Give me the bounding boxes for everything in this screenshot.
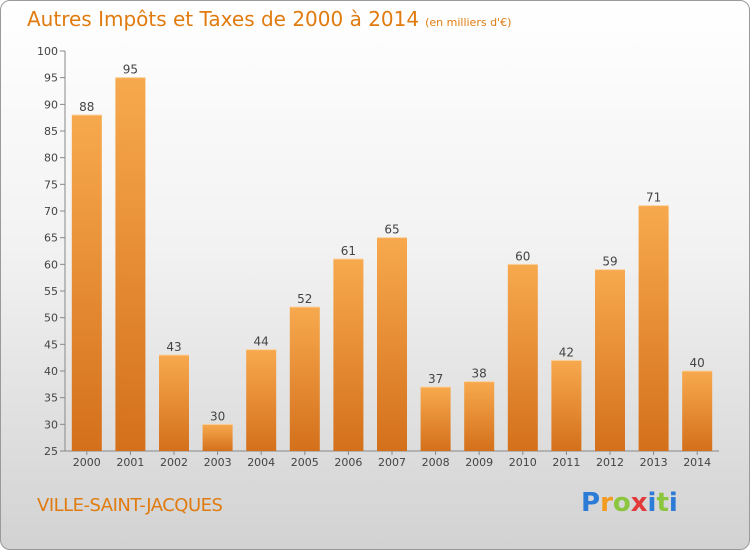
bar-2007 — [377, 237, 407, 451]
bar-2012 — [595, 269, 625, 451]
y-tick-label: 65 — [44, 232, 58, 245]
bars — [71, 77, 713, 452]
data-label: 42 — [559, 345, 574, 359]
data-label: 71 — [646, 191, 661, 205]
y-tick-label: 80 — [44, 152, 58, 165]
y-tick-label: 60 — [44, 258, 58, 271]
bar-2001 — [115, 77, 146, 452]
data-label: 65 — [384, 223, 399, 237]
y-tick-label: 75 — [44, 178, 58, 191]
y-tick-label: 50 — [44, 312, 58, 325]
x-tick-label: 2004 — [247, 456, 275, 469]
x-tick-label: 2009 — [465, 456, 493, 469]
bar-2013 — [638, 205, 669, 451]
x-tick-label: 2003 — [204, 456, 232, 469]
x-tick-label: 2014 — [683, 456, 711, 469]
bar-2010 — [507, 264, 538, 451]
bar-2009 — [464, 381, 495, 451]
data-label: 95 — [123, 63, 138, 77]
y-axis: 25 30 35 40 45 50 55 60 65 70 75 80 85 90 95 100 — [37, 45, 66, 458]
x-tick-label: 2011 — [552, 456, 580, 469]
chart-subtitle: (en milliers d'€) — [425, 16, 512, 29]
y-tick-label: 70 — [44, 205, 58, 218]
chart-title: Autres Impôts et Taxes de 2000 à 2014 (en… — [27, 7, 511, 31]
x-tick-label: 2000 — [73, 456, 101, 469]
bar-2005 — [289, 307, 320, 451]
y-tick-label: 45 — [44, 338, 58, 351]
proxiti-logo[interactable]: Proxiti — [581, 488, 678, 518]
x-tick-label: 2010 — [509, 456, 537, 469]
data-labels: 88 95 43 30 44 52 61 65 37 38 60 42 59 71 40 — [79, 63, 705, 424]
bar-2000 — [71, 115, 102, 451]
y-tick-label: 90 — [44, 98, 58, 111]
data-label: 30 — [210, 409, 225, 423]
data-label: 88 — [79, 100, 94, 114]
data-label: 43 — [166, 340, 181, 354]
x-tick-label: 2006 — [334, 456, 362, 469]
y-tick-label: 100 — [37, 45, 58, 58]
y-tick-label: 55 — [44, 285, 58, 298]
bar-2006 — [333, 259, 364, 451]
data-label: 44 — [254, 335, 269, 349]
title-text: Autres Impôts et Taxes de 2000 à 2014 — [27, 7, 420, 31]
bar-2004 — [246, 349, 277, 451]
bar-2011 — [551, 360, 582, 451]
commune-name: VILLE-SAINT-JACQUES — [37, 495, 223, 516]
y-tick-label: 35 — [44, 392, 58, 405]
bar-2002 — [159, 355, 189, 451]
data-label: 38 — [472, 367, 487, 381]
data-label: 52 — [297, 292, 312, 306]
y-tick-label: 95 — [44, 72, 58, 85]
x-tick-label: 2012 — [596, 456, 624, 469]
x-tick-label: 2013 — [640, 456, 668, 469]
bar-2014 — [682, 371, 713, 451]
x-tick-label: 2005 — [291, 456, 319, 469]
data-label: 60 — [515, 249, 530, 263]
bar-2008 — [420, 387, 451, 451]
bar-2003 — [202, 424, 233, 451]
data-label: 61 — [341, 244, 356, 258]
x-tick-label: 2002 — [160, 456, 188, 469]
y-tick-label: 25 — [44, 445, 58, 458]
data-label: 40 — [690, 356, 705, 370]
y-tick-label: 85 — [44, 125, 58, 138]
data-label: 59 — [602, 255, 617, 269]
y-tick-label: 30 — [44, 418, 58, 431]
x-tick-label: 2001 — [116, 456, 144, 469]
x-tick-label: 2008 — [422, 456, 450, 469]
y-tick-label: 40 — [44, 365, 58, 378]
x-axis: 2000 2001 2002 2003 2004 2005 2006 2007 2008 2009… — [65, 450, 719, 469]
x-tick-label: 2007 — [378, 456, 406, 469]
data-label: 37 — [428, 372, 443, 386]
